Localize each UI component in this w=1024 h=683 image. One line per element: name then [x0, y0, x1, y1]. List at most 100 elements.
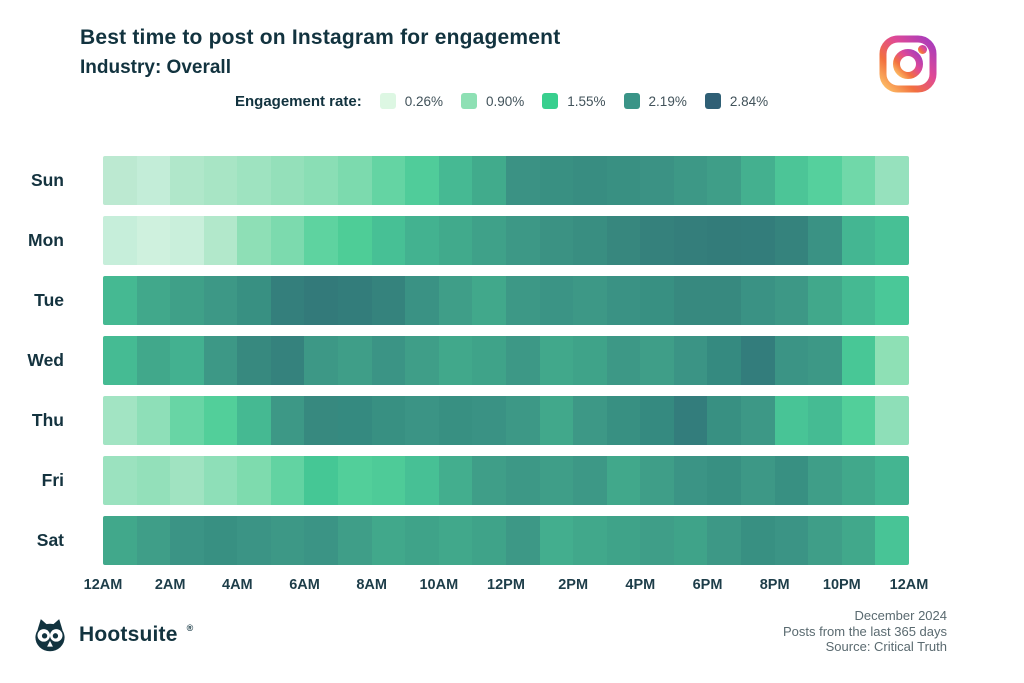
heatmap-cell	[573, 336, 607, 385]
heatmap-cell	[237, 336, 271, 385]
heatmap-cell	[808, 156, 842, 205]
heatmap-cell	[573, 276, 607, 325]
heatmap-cell	[237, 156, 271, 205]
heatmap-cell	[808, 456, 842, 505]
heatmap-cell	[640, 396, 674, 445]
heatmap-cell	[573, 396, 607, 445]
heatmap-cell	[808, 516, 842, 565]
heatmap-cell	[606, 396, 641, 445]
x-tick-label: 8PM	[759, 577, 790, 593]
heatmap-cell	[740, 396, 775, 445]
legend-value: 0.26%	[404, 93, 443, 109]
heatmap-cell	[841, 216, 876, 265]
heatmap-cell	[875, 156, 909, 205]
heatmap-row-mon	[103, 216, 909, 265]
heatmap-cell	[472, 156, 506, 205]
x-axis-hour-labels: 12AM 2AM 4AM 6AM 8AM 10AM 12PM 2PM 4PM 6PM 8PM 10PM…	[84, 577, 929, 597]
heatmap-cell	[170, 216, 204, 265]
heatmap-cell	[774, 516, 809, 565]
heatmap-cell	[103, 276, 137, 325]
heatmap-cell	[136, 396, 171, 445]
heatmap-cell	[573, 516, 607, 565]
heatmap-cell	[606, 336, 641, 385]
heatmap-cell	[640, 456, 674, 505]
heatmap-cell	[841, 276, 876, 325]
heatmap-cell	[673, 216, 708, 265]
heatmap-cell	[673, 396, 708, 445]
legend-item: 2.19%	[623, 93, 687, 109]
heatmap-cell	[170, 516, 204, 565]
x-tick-label: 12AM	[83, 577, 123, 593]
heatmap-cell	[640, 516, 674, 565]
heatmap-cell	[539, 396, 574, 445]
heatmap-cell	[606, 156, 641, 205]
heatmap-cell	[539, 336, 574, 385]
heatmap-cell	[304, 456, 339, 505]
heatmap-cell	[270, 396, 305, 445]
heatmap-cell	[841, 336, 876, 385]
heatmap-cell	[673, 336, 708, 385]
legend-item: 0.26%	[379, 93, 443, 109]
heatmap-cell	[505, 156, 540, 205]
heatmap-cell	[338, 396, 372, 445]
registered-mark: ®	[186, 623, 194, 633]
heatmap-cell	[438, 216, 473, 265]
page-title: Best time to post on Instagram for engag…	[80, 26, 561, 49]
legend-value: 1.55%	[567, 93, 606, 109]
heatmap-cell	[438, 396, 473, 445]
day-label-mon: Mon	[28, 230, 64, 250]
heatmap-cell	[673, 456, 708, 505]
heatmap-cell	[841, 396, 876, 445]
heatmap-cell	[371, 276, 406, 325]
heatmap-cell	[103, 456, 137, 505]
engagement-rate-legend: Engagement rate: 0.26% 0.90% 1.55% 2.19% 2.8…	[235, 91, 768, 111]
heatmap-cell	[371, 216, 406, 265]
heatmap-cell	[640, 276, 674, 325]
heatmap-cell	[875, 456, 909, 505]
heatmap-cell	[203, 216, 238, 265]
heatmap-row-thu	[103, 396, 909, 445]
heatmap-cell	[304, 156, 339, 205]
heatmap-cell	[203, 516, 238, 565]
legend-items: 0.26% 0.90% 1.55% 2.19% 2.84%	[379, 93, 768, 109]
heatmap-cell	[136, 516, 171, 565]
heatmap-cell	[875, 216, 909, 265]
heatmap-cell	[304, 396, 339, 445]
heatmap-cell	[338, 336, 372, 385]
heatmap-cell	[405, 276, 439, 325]
heatmap-cell	[237, 276, 271, 325]
heatmap-cell	[740, 336, 775, 385]
heatmap-cell	[237, 456, 271, 505]
legend-item: 1.55%	[542, 93, 606, 109]
heatmap-cell	[505, 276, 540, 325]
x-tick-label: 12PM	[487, 577, 525, 593]
heatmap-cell	[136, 336, 171, 385]
heatmap-cell	[774, 216, 809, 265]
day-label-wed: Wed	[27, 350, 64, 370]
heatmap-cell	[774, 276, 809, 325]
x-tick-label: 12AM	[889, 577, 929, 593]
heatmap-row-tue	[103, 276, 909, 325]
heatmap-grid	[103, 156, 909, 576]
heatmap-cell	[539, 276, 574, 325]
heatmap-cell	[136, 156, 171, 205]
heatmap-cell	[270, 336, 305, 385]
heatmap-cell	[237, 216, 271, 265]
heatmap-cell	[136, 216, 171, 265]
hootsuite-owl-icon	[30, 615, 70, 655]
heatmap-cell	[841, 156, 876, 205]
heatmap-cell	[539, 456, 574, 505]
heatmap-cell	[170, 336, 204, 385]
heatmap-cell	[136, 456, 171, 505]
heatmap-cell	[673, 276, 708, 325]
heatmap-cell	[270, 516, 305, 565]
heatmap-cell	[841, 456, 876, 505]
heatmap-cell	[573, 456, 607, 505]
heatmap-cell	[740, 216, 775, 265]
legend-label: Engagement rate:	[235, 92, 362, 110]
heatmap-cell	[371, 156, 406, 205]
heatmap-cell	[539, 156, 574, 205]
heatmap-cell	[707, 156, 741, 205]
legend-swatch	[542, 93, 559, 109]
